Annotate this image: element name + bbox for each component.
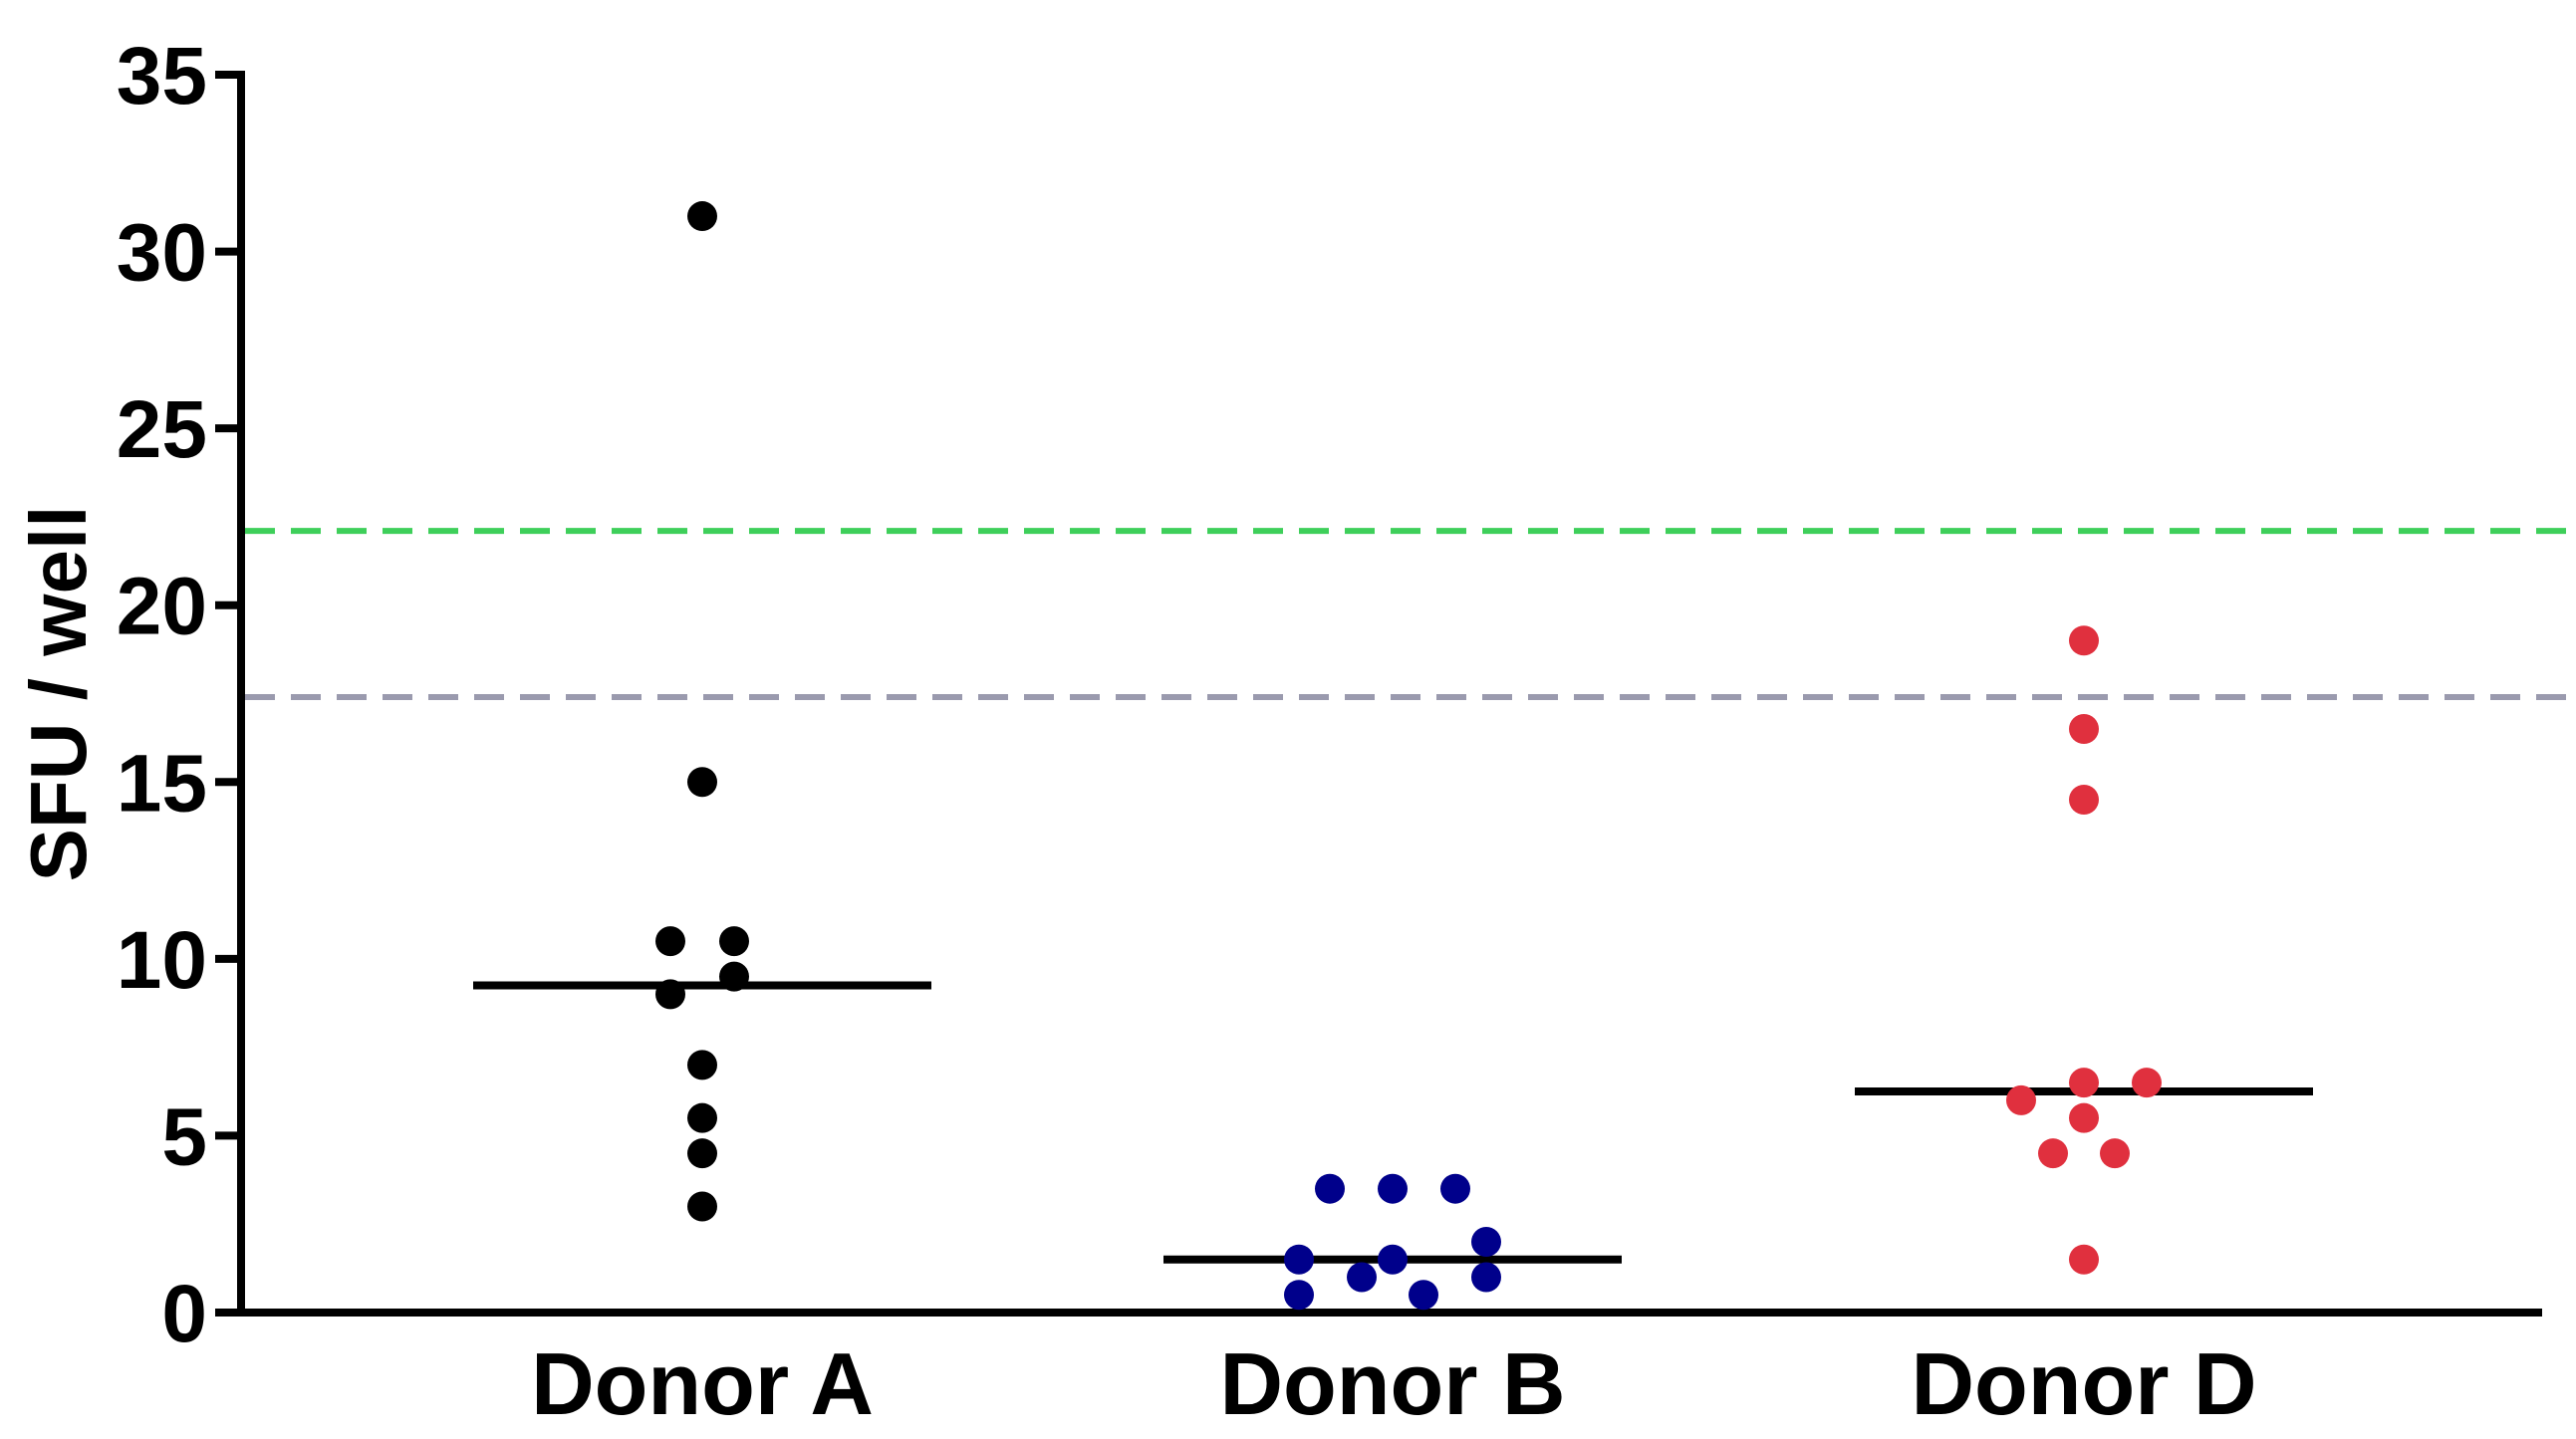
- data-marks: [473, 201, 2313, 1311]
- y-tick-label: 5: [161, 1091, 207, 1182]
- data-point: [687, 201, 717, 232]
- data-point: [2069, 1102, 2099, 1133]
- data-point: [1378, 1244, 1408, 1275]
- reference-lines: [245, 528, 2570, 701]
- y-axis-title: SFU / well: [14, 506, 103, 882]
- data-point: [1471, 1226, 1501, 1257]
- data-point: [2100, 1138, 2130, 1169]
- data-point: [2069, 785, 2099, 816]
- x-category-label: Donor A: [531, 1334, 874, 1433]
- y-tick-label: 30: [117, 208, 207, 299]
- x-category-label: Donor B: [1219, 1334, 1565, 1433]
- y-ticks: 0 5 10 15 20 25 30 35: [117, 31, 241, 1359]
- y-tick-label: 20: [117, 562, 207, 652]
- data-point: [687, 1138, 717, 1169]
- data-point: [655, 979, 685, 1010]
- category-labels: Donor A Donor B Donor D: [531, 1334, 2256, 1433]
- axes: [237, 71, 2542, 1317]
- data-point: [2069, 1244, 2099, 1275]
- data-point: [1315, 1173, 1345, 1204]
- data-point: [1471, 1262, 1501, 1293]
- data-point: [2006, 1084, 2036, 1115]
- data-point: [1347, 1262, 1377, 1293]
- data-point: [1378, 1173, 1408, 1204]
- data-point: [2038, 1138, 2068, 1169]
- data-point: [655, 926, 685, 957]
- y-tick-label: 25: [117, 384, 207, 475]
- data-point: [2069, 714, 2099, 745]
- data-point: [687, 1102, 717, 1133]
- data-point: [2069, 625, 2099, 656]
- data-point: [687, 767, 717, 798]
- data-point: [719, 961, 749, 992]
- y-tick-label: 0: [161, 1269, 207, 1359]
- y-tick-label: 35: [117, 31, 207, 121]
- data-point: [1284, 1280, 1314, 1311]
- data-point: [1284, 1244, 1314, 1275]
- data-point: [687, 1191, 717, 1222]
- data-point: [2132, 1068, 2162, 1098]
- data-point: [687, 1050, 717, 1080]
- y-tick-label: 10: [117, 915, 207, 1006]
- x-category-label: Donor D: [1911, 1334, 2256, 1433]
- y-tick-label: 15: [117, 738, 207, 829]
- data-point: [1440, 1173, 1470, 1204]
- data-point: [719, 926, 749, 957]
- data-point: [2069, 1068, 2099, 1098]
- data-point: [1409, 1280, 1438, 1311]
